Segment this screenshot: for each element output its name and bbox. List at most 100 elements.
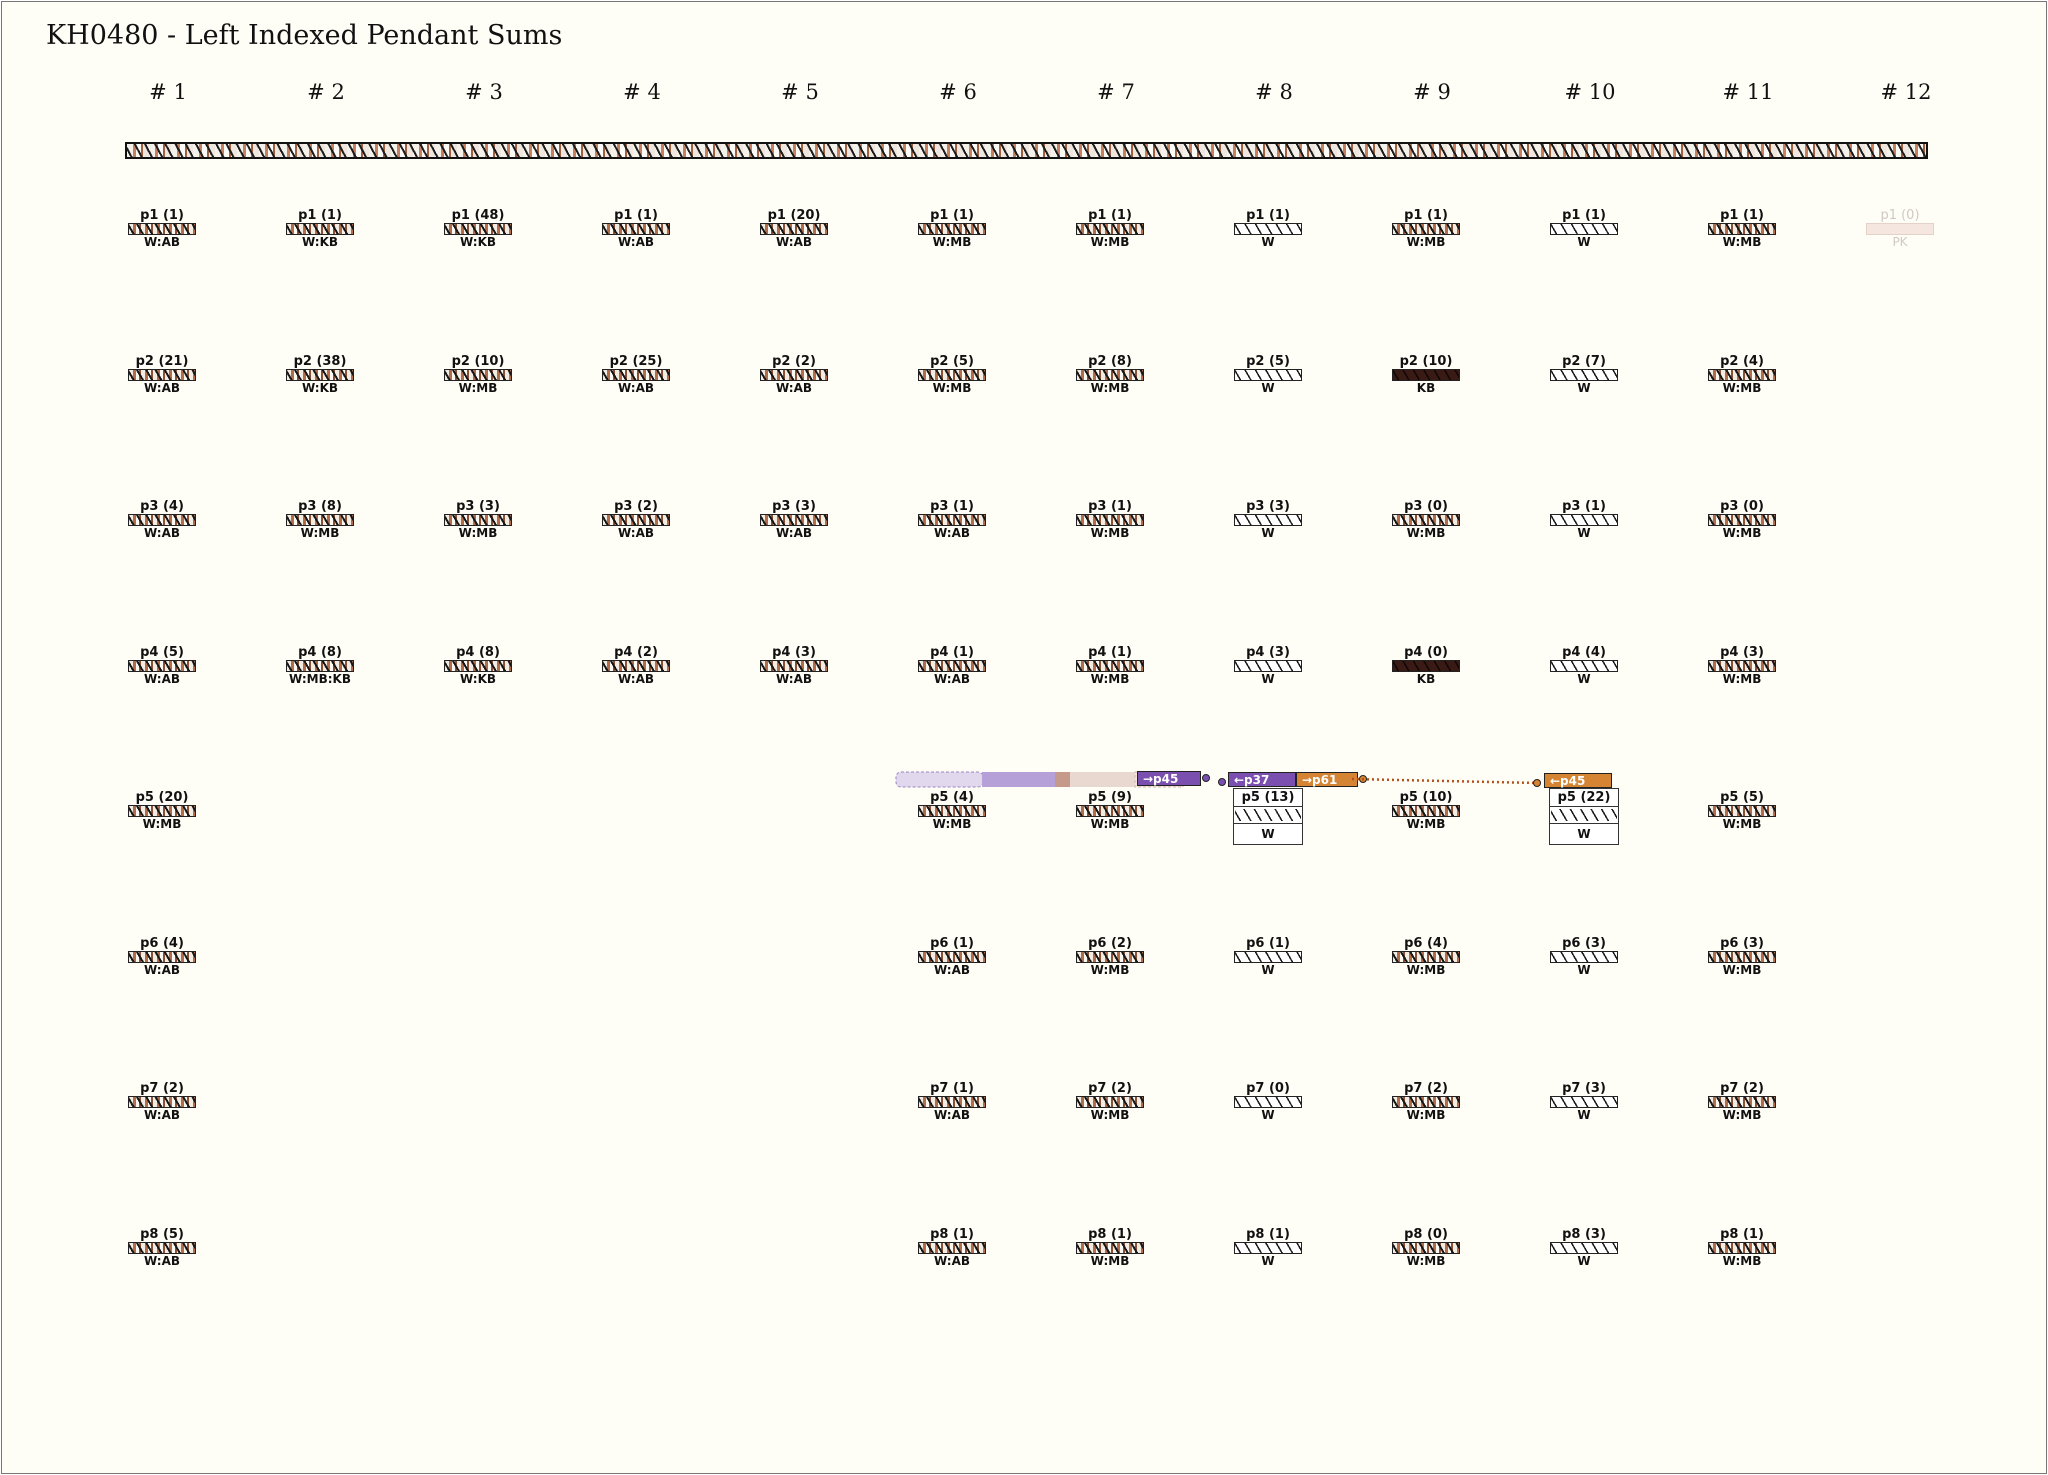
pendant-cord-swatch — [1866, 223, 1934, 235]
pendant-label: p4 (2) — [614, 644, 658, 660]
pendant-label: p8 (3) — [1562, 1226, 1606, 1242]
pendant-label: p7 (2) — [1088, 1081, 1132, 1096]
pendant-cord: p2 (5) W — [1228, 354, 1308, 396]
pendant-cord: p2 (10) KB — [1386, 354, 1466, 396]
page-title: KH0480 - Left Indexed Pendant Sums — [46, 20, 563, 51]
pendant-color-code: W — [1261, 1108, 1275, 1122]
cord-group-header: # 10 — [1564, 80, 1616, 104]
pendant-cord-swatch — [128, 368, 196, 381]
pendant-color-code: W:MB — [1722, 526, 1762, 540]
pendant-label: p3 (4) — [140, 499, 184, 514]
pendant-label: p1 (1) — [1720, 208, 1764, 223]
pendant-cord-swatch — [602, 368, 670, 381]
pendant-color-code: W:MB — [458, 380, 498, 395]
pendant-color-code: W:AB — [617, 526, 655, 540]
pendant-cord-swatch — [1708, 805, 1776, 817]
sum-link-connector — [1351, 777, 1539, 785]
pendant-label: p2 (2) — [772, 353, 816, 369]
pendant-label: p4 (1) — [1088, 644, 1132, 660]
primary-cord — [125, 142, 1928, 159]
pendant-cord-swatch — [128, 1241, 196, 1254]
pendant-cord-swatch — [918, 950, 986, 963]
pendant-label: p4 (4) — [1562, 644, 1606, 660]
pendant-color-code: W:AB — [775, 671, 813, 686]
pendant-label: p2 (5) — [1246, 353, 1290, 369]
pendant-cord: p3 (1) W:MB — [1070, 499, 1150, 541]
pendant-cord: p2 (10) W:MB — [438, 354, 518, 396]
pendant-cord: p4 (3) W:MB — [1702, 645, 1782, 687]
pendant-cord: p8 (1) W — [1228, 1227, 1308, 1269]
pendant-cord-swatch — [128, 950, 196, 963]
pendant-cord: p1 (1) W — [1228, 208, 1308, 250]
pendant-cord-swatch — [918, 1096, 986, 1108]
pendant-cord: p2 (38) W:KB — [280, 354, 360, 396]
pendant-cord: p2 (5) W:MB — [912, 354, 992, 396]
pendant-cord: p3 (3) W:MB — [438, 499, 518, 541]
pendant-cord-swatch — [1076, 659, 1144, 672]
pendant-color-code: W:MB — [1722, 235, 1762, 249]
pendant-color-code: W — [1261, 526, 1275, 540]
pendant-color-code: W — [1550, 823, 1618, 844]
pendant-color-code: W — [1234, 823, 1302, 844]
pendant-color-code: W:AB — [143, 235, 181, 249]
pendant-cord: p4 (1) W:AB — [912, 645, 992, 687]
pendant-cord-swatch — [1392, 223, 1460, 235]
pendant-color-code: W — [1577, 962, 1591, 977]
pendant-label: p6 (3) — [1720, 935, 1764, 951]
pendant-cord-swatch — [1076, 1096, 1144, 1108]
pendant-label: p2 (25) — [609, 353, 663, 369]
pendant-label: p5 (10) — [1399, 790, 1453, 805]
pendant-cord-swatch — [1708, 1096, 1776, 1108]
pendant-color-code: W — [1577, 1108, 1591, 1122]
pendant-cord: p6 (3) W — [1544, 936, 1624, 978]
pendant-color-code: W:MB — [1090, 526, 1130, 540]
cord-group-header: # 4 — [623, 80, 661, 104]
pendant-color-code: W:MB — [932, 817, 972, 831]
pendant-color-code: W:MB — [1722, 1253, 1762, 1268]
pendant-color-code: W:MB — [1090, 235, 1130, 249]
pendant-color-code: W:MB — [1722, 817, 1762, 831]
pendant-cord: p1 (1) W:AB — [596, 208, 676, 250]
pendant-cord-swatch — [918, 514, 986, 526]
pendant-cord-swatch — [1392, 805, 1460, 817]
pendant-cord-swatch — [444, 514, 512, 526]
pendant-cord-swatch — [1392, 659, 1460, 672]
pendant-color-code: W:AB — [933, 526, 971, 540]
pendant-label: p8 (0) — [1404, 1226, 1448, 1242]
pendant-cord-swatch — [1708, 950, 1776, 963]
pendant-label: p3 (2) — [614, 499, 658, 514]
pendant-label: p2 (5) — [930, 353, 974, 369]
pendant-color-code: W:MB — [1722, 380, 1762, 395]
pendant-label: p2 (38) — [293, 353, 347, 369]
pendant-cord-swatch — [286, 659, 354, 672]
pendant-cord: p2 (2) W:AB — [754, 354, 834, 396]
trail-segment-1 — [895, 771, 984, 788]
pendant-cord-swatch — [286, 514, 354, 526]
pendant-color-code: W — [1577, 1253, 1591, 1268]
pendant-cord-swatch — [1234, 950, 1302, 963]
pendant-cord-swatch — [1708, 223, 1776, 235]
cord-group-header: # 6 — [939, 80, 977, 104]
pendant-cord: p1 (48) W:KB — [438, 208, 518, 250]
pendant-cord: p1 (1) W:MB — [1386, 208, 1466, 250]
pendant-cord-swatch — [1234, 223, 1302, 235]
pendant-color-code: W:MB — [1090, 962, 1130, 977]
pendant-label: p6 (4) — [1404, 935, 1448, 951]
pendant-color-code: W:AB — [143, 671, 181, 686]
pendant-cord: p8 (1) W:AB — [912, 1227, 992, 1269]
pendant-label: p1 (20) — [767, 208, 821, 223]
pendant-cord: p5 (13) W — [1233, 788, 1303, 845]
trail-segment-3 — [1055, 772, 1070, 787]
pendant-cord-swatch — [1392, 1096, 1460, 1108]
pendant-cord: p7 (0) W — [1228, 1081, 1308, 1123]
sum-link-dot-2 — [1218, 778, 1226, 786]
pendant-color-code: W:MB — [1722, 671, 1762, 686]
pendant-cord: p1 (1) W:MB — [1702, 208, 1782, 250]
pendant-label: p8 (1) — [1246, 1226, 1290, 1242]
pendant-cord-swatch — [760, 659, 828, 672]
pendant-label: p2 (7) — [1562, 353, 1606, 369]
pendant-cord-swatch — [1392, 514, 1460, 526]
pendant-color-code: PK — [1892, 235, 1908, 249]
pendant-cord: p7 (1) W:AB — [912, 1081, 992, 1123]
pendant-cord-swatch — [1076, 514, 1144, 526]
